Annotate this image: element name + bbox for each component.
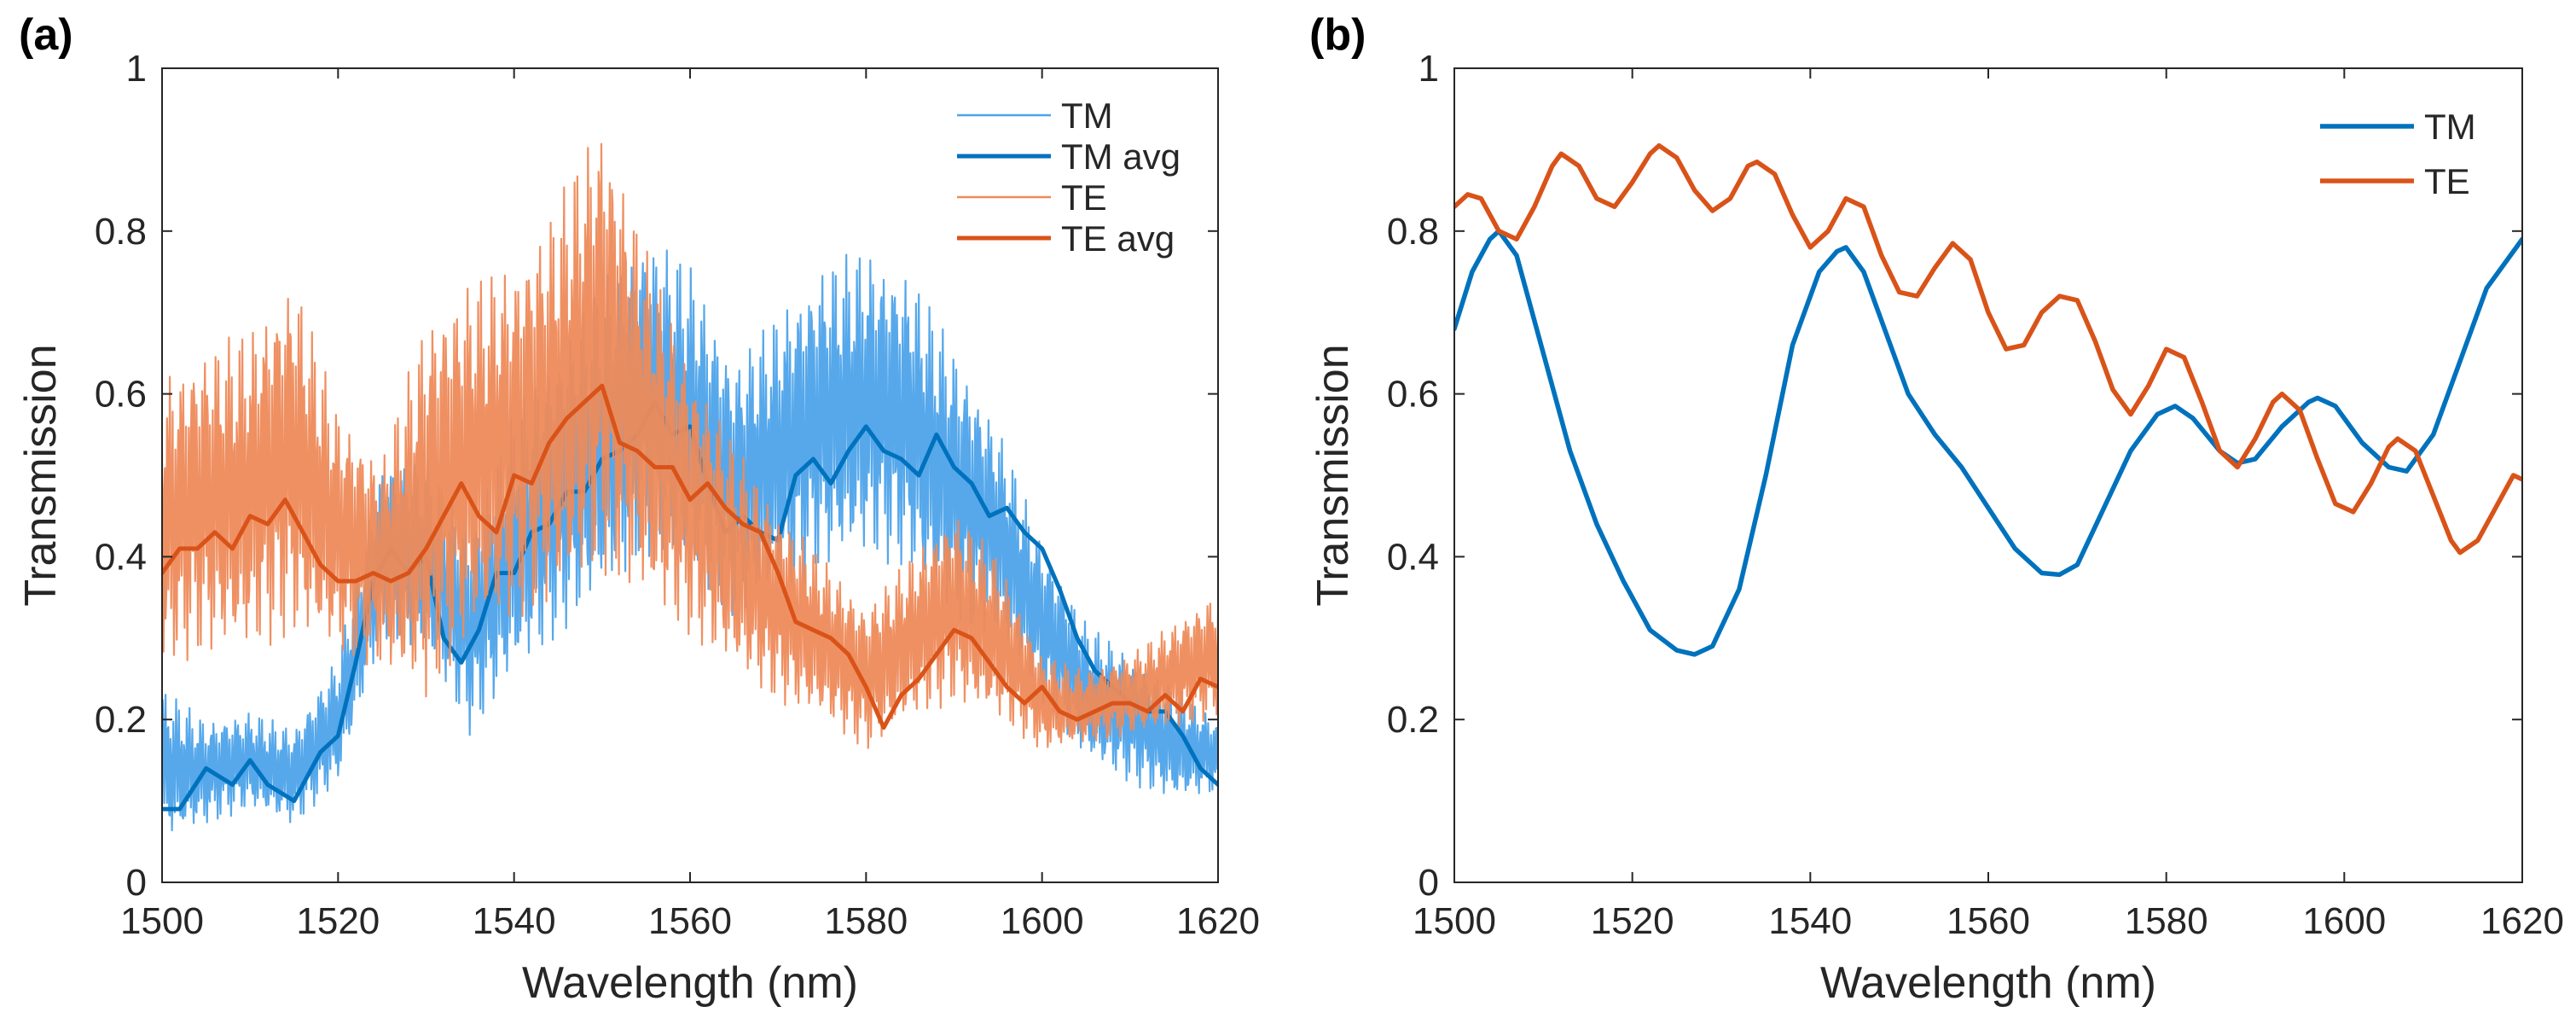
legend-label-te-avg: TE avg xyxy=(1061,218,1175,259)
y-tick-label: 0.4 xyxy=(1387,536,1439,578)
x-tick-label: 1540 xyxy=(473,900,556,942)
x-tick-label: 1560 xyxy=(648,900,732,942)
chart-a: 1500 1520 1540 1560 1580 1600 1620 0 0.2 0.4 0.6 0.… xyxy=(16,48,1260,1008)
y-tick-label: 0.6 xyxy=(1387,374,1439,416)
x-tick-label: 1520 xyxy=(296,900,380,942)
legend: TM TE xyxy=(2320,107,2476,201)
plot-area xyxy=(162,143,1218,832)
series-tm-line xyxy=(162,249,1218,832)
y-axis-title: Transmission xyxy=(16,344,66,606)
y-tick-label: 1 xyxy=(1419,48,1439,90)
y-tick-label: 0.6 xyxy=(95,374,147,416)
x-tick-label: 1620 xyxy=(1176,900,1260,942)
x-axis-title: Wavelength (nm) xyxy=(1820,958,2156,1008)
x-tick-label: 1580 xyxy=(824,900,908,942)
legend-label-tm: TM xyxy=(2424,107,2476,147)
x-tick-label: 1620 xyxy=(2480,900,2564,942)
x-tick-label: 1560 xyxy=(1947,900,2030,942)
panel-b-label: (b) xyxy=(1309,10,1366,60)
x-tick-label: 1520 xyxy=(1591,900,1674,942)
x-tick-label: 1500 xyxy=(1413,900,1496,942)
plot-area xyxy=(1454,143,2522,657)
y-tick-label: 0.8 xyxy=(1387,211,1439,253)
chart-b: 1500 1520 1540 1560 1580 1600 1620 0 0.2 0.4 0.6 0.… xyxy=(1308,48,2564,1008)
y-tick-label: 0.4 xyxy=(95,536,147,578)
legend-label-tm: TM xyxy=(1061,96,1113,136)
x-tick-label: 1540 xyxy=(1768,900,1852,942)
legend-label-tm-avg: TM avg xyxy=(1061,137,1181,177)
y-tick-label: 0.2 xyxy=(1387,699,1439,741)
x-tick-label: 1500 xyxy=(120,900,204,942)
x-tick-label: 1600 xyxy=(1001,900,1084,942)
y-tick-label: 0 xyxy=(126,862,147,904)
y-axis-title: Transmission xyxy=(1308,344,1358,606)
x-axis-title: Wavelength (nm) xyxy=(522,958,858,1008)
legend-label-te: TE xyxy=(1061,177,1107,218)
y-tick-label: 0.2 xyxy=(95,699,147,741)
y-tick-label: 1 xyxy=(126,48,147,90)
panel-a-label: (a) xyxy=(19,10,73,60)
series-te-line xyxy=(1454,143,2522,556)
series-tm-line xyxy=(1454,229,2522,657)
x-tick-label: 1600 xyxy=(2302,900,2386,942)
x-tick-label: 1580 xyxy=(2125,900,2208,942)
y-tick-label: 0.8 xyxy=(95,211,147,253)
legend-label-te: TE xyxy=(2424,161,2470,201)
y-tick-label: 0 xyxy=(1419,862,1439,904)
axes-box xyxy=(1453,67,2523,883)
series-te-line xyxy=(162,143,1218,749)
series-te-avg-line xyxy=(162,383,1218,730)
